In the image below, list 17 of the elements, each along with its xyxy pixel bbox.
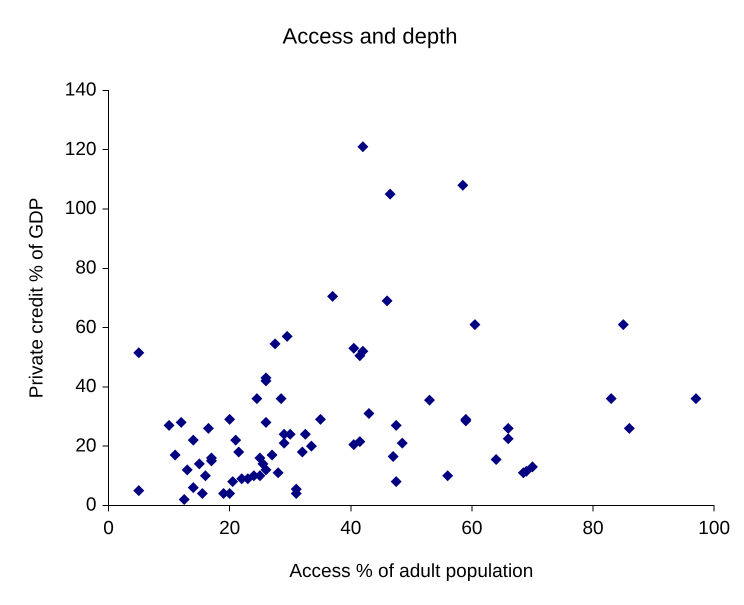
x-tick-label: 60 [461, 518, 482, 540]
x-tick-label: 80 [582, 518, 604, 540]
y-tick-label: 60 [75, 316, 96, 338]
y-tick-label: 20 [75, 435, 96, 456]
chart-title: Access and depth [282, 23, 458, 48]
y-tick-label: 80 [75, 257, 96, 278]
x-tick-label: 40 [340, 518, 362, 540]
x-tick-label: 20 [219, 518, 240, 540]
y-axis-title: Private credit % of GDP [26, 198, 48, 398]
y-tick-label: 140 [64, 80, 96, 101]
x-tick-label: 100 [698, 518, 730, 540]
x-axis-title: Access % of adult population [289, 560, 534, 582]
y-tick-label: 100 [64, 198, 96, 220]
y-tick-label: 120 [64, 138, 96, 160]
y-tick-label: 40 [75, 376, 96, 398]
x-tick-label: 0 [103, 518, 114, 540]
y-tick-label: 0 [86, 494, 96, 516]
